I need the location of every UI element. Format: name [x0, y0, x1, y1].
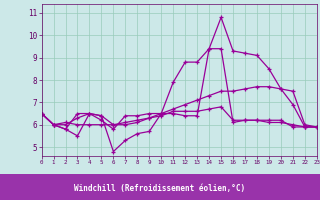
Text: Windchill (Refroidissement éolien,°C): Windchill (Refroidissement éolien,°C): [75, 184, 245, 193]
